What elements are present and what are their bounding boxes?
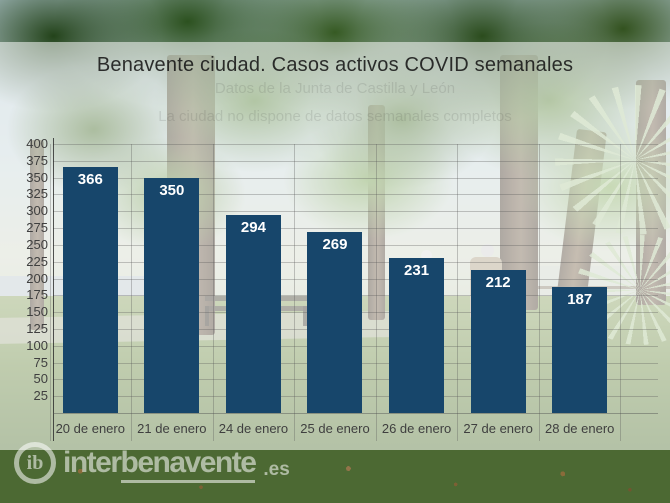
interbenavente-watermark: ib interbenavente .es: [14, 442, 290, 484]
bar: [552, 287, 608, 413]
x-tick-label: 26 de enero: [381, 421, 452, 436]
x-tick-label: 27 de enero: [463, 421, 533, 436]
bar-value-label: 294: [240, 219, 266, 237]
y-axis-line: [53, 138, 54, 441]
v-gridline: [212, 144, 214, 441]
y-tick-label: 200: [26, 270, 48, 286]
y-tick-label: 125: [26, 320, 48, 336]
y-tick-label: 100: [26, 337, 48, 353]
v-gridline: [49, 144, 51, 441]
y-tick-label: 375: [26, 152, 48, 168]
bar: [389, 257, 445, 413]
y-tick-label: 150: [26, 304, 48, 320]
v-gridline: [294, 144, 296, 441]
bar: [225, 215, 281, 413]
h-gridline: [53, 228, 658, 230]
h-gridline: [53, 160, 658, 162]
v-gridline: [457, 144, 459, 441]
bar: [62, 166, 118, 413]
bar-value-label: 231: [404, 261, 430, 279]
x-tick-label: 28 de enero: [545, 421, 615, 436]
x-tick-label: 25 de enero: [300, 421, 370, 436]
y-tick-label: 350: [26, 169, 48, 185]
y-tick-label: 50: [33, 371, 48, 387]
h-gridline: [53, 194, 658, 196]
faint-subtitle-line-1: Datos de la Junta de Castilla y León: [214, 80, 456, 97]
x-axis-line: [53, 413, 658, 414]
y-tick-label: 300: [26, 203, 48, 219]
chart-title: Benavente ciudad. Casos activos COVID se…: [96, 54, 574, 76]
v-gridline: [375, 144, 377, 441]
y-tick-label: 75: [33, 354, 48, 370]
bar: [307, 232, 363, 413]
bar: [470, 270, 526, 413]
grass-foreground: [0, 450, 670, 503]
watermark-highlight: benavente: [120, 446, 257, 483]
watermark-name: interbenavente: [63, 446, 257, 483]
y-tick-label: 225: [26, 253, 48, 269]
bar-value-label: 350: [159, 181, 185, 199]
bar-value-label: 187: [567, 291, 593, 309]
y-tick-label: 175: [26, 287, 48, 303]
v-gridline: [620, 144, 622, 441]
x-tick-label: 20 de enero: [55, 421, 125, 436]
x-tick-label: 21 de enero: [137, 421, 207, 436]
interbenavente-logo-icon: ib: [14, 442, 56, 484]
watermark-prefix: inter: [63, 446, 122, 479]
y-tick-label: 325: [26, 186, 48, 202]
watermark-tld: .es: [263, 459, 290, 480]
x-tick-label: 24 de enero: [218, 421, 289, 436]
v-gridline: [538, 144, 540, 441]
y-tick-label: 25: [33, 388, 48, 404]
y-tick-label: 400: [26, 136, 48, 151]
bar: [144, 177, 200, 413]
bar-value-label: 366: [77, 170, 103, 188]
bar-value-label: 269: [322, 236, 348, 254]
v-gridline: [131, 144, 133, 441]
y-tick-label: 250: [26, 236, 48, 252]
faint-subtitle-line-2: La ciudad no dispone de datos semanales …: [158, 108, 512, 125]
h-gridline: [53, 144, 658, 145]
h-gridline: [53, 177, 658, 179]
h-gridline: [53, 211, 658, 213]
bar-value-label: 212: [485, 274, 511, 292]
y-tick-label: 275: [26, 220, 48, 236]
